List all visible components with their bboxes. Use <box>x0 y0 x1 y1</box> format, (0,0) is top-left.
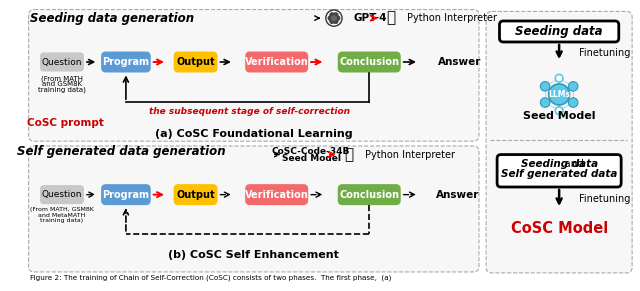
FancyBboxPatch shape <box>101 184 150 205</box>
Text: 🐍: 🐍 <box>344 147 354 162</box>
Text: Answer: Answer <box>436 190 479 200</box>
Text: Figure 2: The training of Chain of Self-Correction (CoSC) consists of two phases: Figure 2: The training of Chain of Self-… <box>31 274 392 281</box>
FancyBboxPatch shape <box>499 21 619 42</box>
Circle shape <box>335 16 340 20</box>
FancyBboxPatch shape <box>497 155 621 187</box>
Text: Seeding data generation: Seeding data generation <box>29 12 194 25</box>
Text: Finetuning: Finetuning <box>579 194 630 204</box>
Circle shape <box>330 13 334 17</box>
FancyBboxPatch shape <box>173 184 218 205</box>
Circle shape <box>568 98 578 107</box>
Text: Self generated data generation: Self generated data generation <box>17 145 225 158</box>
Text: LLMs: LLMs <box>548 90 570 99</box>
Text: and GSM8K: and GSM8K <box>42 81 82 87</box>
Text: Question: Question <box>42 190 82 199</box>
Text: and MetaMATH: and MetaMATH <box>38 213 86 218</box>
Text: Self generated data: Self generated data <box>501 169 618 179</box>
Text: Verification: Verification <box>245 57 308 67</box>
Text: CoSC Model: CoSC Model <box>511 221 608 235</box>
FancyBboxPatch shape <box>173 52 218 72</box>
Text: Python Interpreter: Python Interpreter <box>365 150 456 159</box>
Text: Conclusion: Conclusion <box>339 190 399 200</box>
Circle shape <box>326 10 342 26</box>
Text: GPT-4: GPT-4 <box>354 13 387 23</box>
FancyBboxPatch shape <box>245 52 308 72</box>
Text: (From MATH, GSM8K: (From MATH, GSM8K <box>30 207 94 212</box>
Circle shape <box>333 13 338 17</box>
Text: CoSC-Code-34B: CoSC-Code-34B <box>272 147 350 156</box>
Text: Python Interpreter: Python Interpreter <box>408 13 497 23</box>
Circle shape <box>332 16 336 20</box>
Text: Seed Model: Seed Model <box>282 154 340 163</box>
FancyBboxPatch shape <box>338 52 401 72</box>
Circle shape <box>333 19 338 23</box>
Text: Output: Output <box>176 57 215 67</box>
FancyBboxPatch shape <box>40 185 84 204</box>
FancyBboxPatch shape <box>29 146 479 272</box>
Text: Conclusion: Conclusion <box>339 57 399 67</box>
FancyBboxPatch shape <box>101 52 150 72</box>
FancyBboxPatch shape <box>40 52 84 72</box>
FancyBboxPatch shape <box>29 10 479 141</box>
Text: Seeding data: Seeding data <box>520 159 598 169</box>
Circle shape <box>328 16 332 20</box>
Circle shape <box>556 74 563 82</box>
Circle shape <box>556 107 563 114</box>
Circle shape <box>540 98 550 107</box>
FancyBboxPatch shape <box>338 184 401 205</box>
Text: the subsequent stage of self-correction: the subsequent stage of self-correction <box>150 107 351 116</box>
Text: training data): training data) <box>40 219 84 223</box>
FancyBboxPatch shape <box>486 11 632 273</box>
Circle shape <box>330 19 334 23</box>
Text: training data): training data) <box>38 87 86 93</box>
Text: Output: Output <box>176 190 215 200</box>
Text: Verification: Verification <box>245 190 308 200</box>
Text: (a) CoSC Foundational Learning: (a) CoSC Foundational Learning <box>155 129 353 139</box>
Text: Question: Question <box>42 58 82 67</box>
Text: Answer: Answer <box>438 57 481 67</box>
Text: and: and <box>534 159 584 169</box>
Text: (From MATH: (From MATH <box>41 75 83 82</box>
Circle shape <box>540 81 550 91</box>
FancyBboxPatch shape <box>245 184 308 205</box>
Text: Program: Program <box>102 57 149 67</box>
Text: Seed Model: Seed Model <box>523 111 595 121</box>
Text: Finetuning: Finetuning <box>579 48 630 58</box>
Text: CoSC prompt: CoSC prompt <box>28 118 104 128</box>
Text: Seeding data: Seeding data <box>515 25 603 38</box>
Circle shape <box>548 84 570 105</box>
Circle shape <box>568 81 578 91</box>
Text: Program: Program <box>102 190 149 200</box>
Text: (b) CoSC Self Enhancement: (b) CoSC Self Enhancement <box>168 250 339 260</box>
Text: 🐍: 🐍 <box>387 10 396 26</box>
